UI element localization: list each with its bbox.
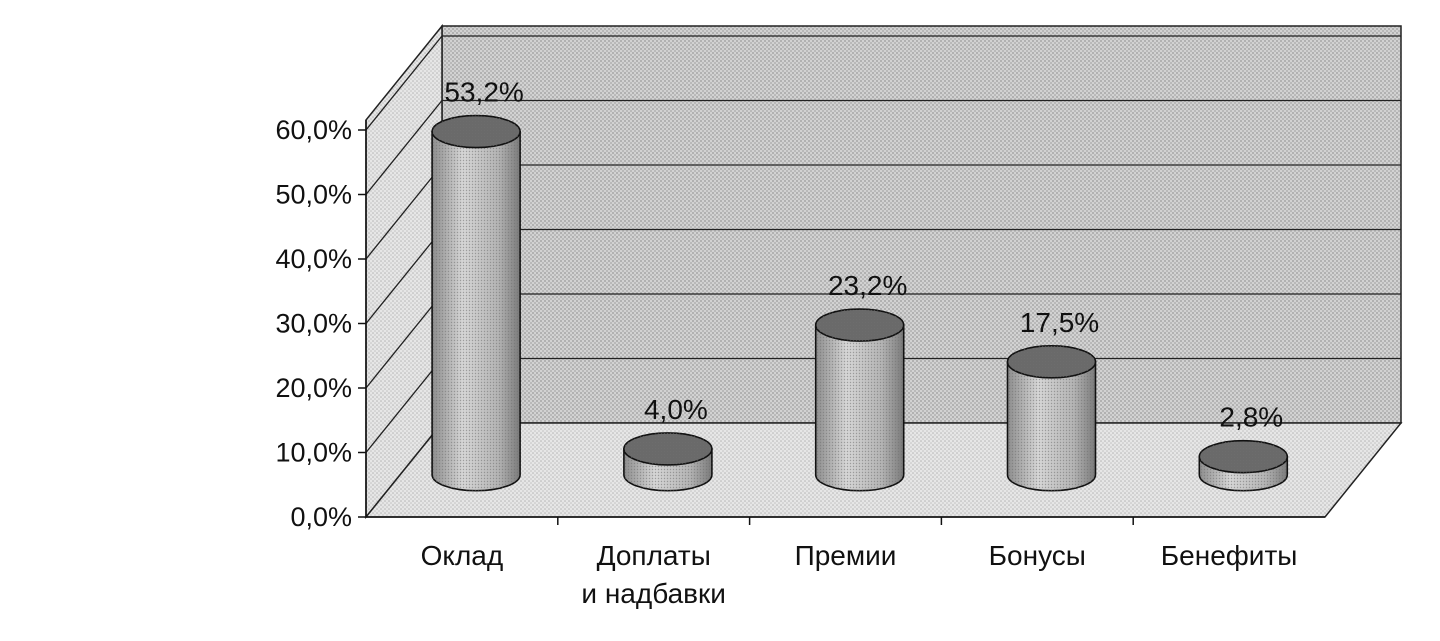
category-label: Бонусы [989, 540, 1086, 571]
data-label: 17,5% [1020, 307, 1099, 338]
bar-body-texture [815, 325, 904, 491]
bar-top-texture [623, 432, 712, 465]
data-label: 53,2% [444, 77, 523, 108]
value-axis: 0,0% 10,0% 20,0% 30,0% 40,0% 50,0% 60,0% [275, 115, 1325, 532]
bar-top-texture [432, 115, 521, 148]
category-label: Премии [795, 540, 897, 571]
bars: 53,2% 4,0% 23,2% 17,5% 2,8% [431, 77, 1289, 492]
bar-body-texture [432, 131, 521, 491]
bar [623, 432, 713, 492]
bar-top-texture [1007, 345, 1096, 378]
data-label: 2,8% [1219, 402, 1283, 433]
y-tick-label: 20,0% [275, 373, 352, 403]
category-label: Оклад [421, 540, 504, 571]
y-tick-label: 0,0% [290, 502, 352, 532]
bar-body-texture [1007, 361, 1096, 491]
bar-top-texture [1199, 440, 1288, 473]
category-label: Доплаты и надбавки [581, 540, 726, 609]
y-tick-label: 60,0% [275, 115, 352, 145]
data-label: 4,0% [644, 394, 708, 425]
y-tick-label: 10,0% [275, 438, 352, 468]
gridline [365, 99, 1401, 195]
category-label: Бенефиты [1161, 540, 1298, 571]
bar [814, 308, 905, 492]
bar [431, 114, 521, 492]
bar [1006, 345, 1097, 492]
data-label: 23,2% [828, 270, 907, 301]
gridline [365, 35, 1401, 131]
y-tick-label: 50,0% [275, 180, 352, 210]
category-labels: Оклад Доплаты и надбавки Премии Бонусы Бенефи… [421, 540, 1298, 609]
back-wall [441, 25, 1402, 424]
y-tick-label: 40,0% [275, 244, 352, 274]
y-tick-label: 30,0% [275, 309, 352, 339]
bar [1198, 439, 1289, 492]
bar-top-texture [815, 309, 904, 342]
